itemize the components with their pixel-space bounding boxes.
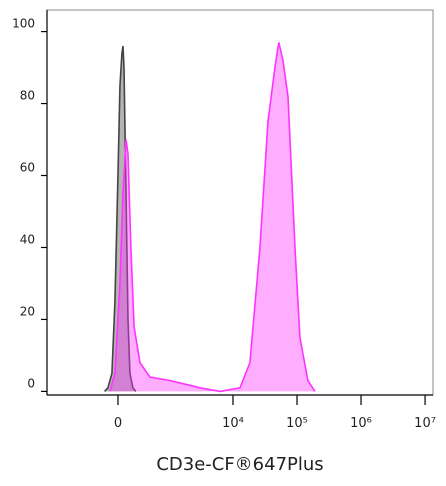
x-tick-label: 10⁶	[350, 416, 372, 431]
x-tick-label: 0	[114, 416, 122, 431]
y-tick-label: 40	[20, 232, 35, 246]
histogram-area	[103, 45, 137, 392]
y-tick-label: 80	[20, 89, 35, 103]
y-tick-label: 100	[12, 17, 35, 31]
y-tick-label: 0	[27, 376, 35, 390]
x-tick-label: 10⁵	[286, 416, 308, 431]
x-axis-title: CD3e-CF®647Plus	[156, 454, 323, 475]
y-tick-label: 20	[20, 304, 35, 318]
y-tick-label: 60	[20, 161, 35, 175]
x-tick-label: 10⁷	[414, 416, 436, 431]
histogram-area	[109, 42, 316, 393]
x-tick-label: 10⁴	[222, 416, 244, 431]
plot-frame	[46, 9, 434, 396]
